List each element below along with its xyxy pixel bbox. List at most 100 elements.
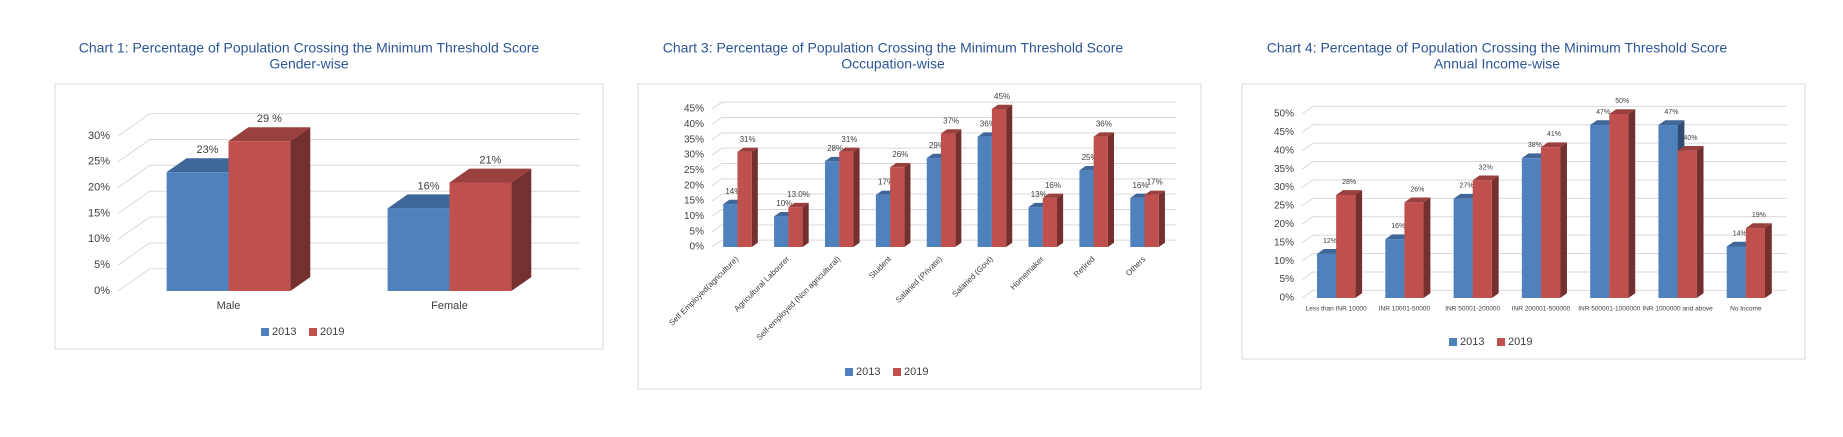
y-tick-label: 50% [1274,109,1294,120]
bar-side [853,147,860,247]
bar-front [1079,170,1094,247]
value-label: 38% [1528,142,1542,149]
bar-front [941,133,956,247]
bar-top [449,168,532,183]
x-tick-label: No Income [1730,306,1762,313]
bar [1745,223,1772,298]
value-label: 13.0% [787,190,810,199]
x-tick-label: Self Employed(agriculture) [667,254,740,327]
grid-line [711,101,1177,110]
bar-side [955,129,962,247]
chart-subtitle: Gender-wise [269,56,349,72]
bar-front [1093,136,1108,247]
chart-title: Chart 3: Percentage of Population Crossi… [663,40,1124,56]
bar [1677,146,1704,298]
value-label: 12% [1323,238,1337,245]
grid-line [711,162,1177,171]
value-label: 17% [1147,178,1163,187]
bar [449,168,532,291]
y-tick-label: 15% [1274,237,1294,248]
legend-swatch [309,328,317,336]
value-label: 40% [1684,135,1698,142]
x-tick-label: Salaried (Govt) [950,254,995,299]
bar-front [1677,150,1697,298]
bar [941,129,962,247]
bar-front [1521,158,1541,298]
value-label: 29% [929,141,945,150]
y-tick-label: 40% [684,119,704,130]
bar-top [1677,146,1704,151]
y-tick-label: 25% [684,165,704,176]
legend-swatch [1449,338,1457,346]
legend-label: 2013 [1460,336,1484,348]
x-tick-label: INR 1000000 and above [1642,306,1713,313]
value-label: 13% [1031,190,1047,199]
bar-front [723,204,738,247]
grid-line [711,116,1177,125]
bar-top [1042,193,1064,198]
y-tick-label: 30% [1274,182,1294,193]
legend-swatch [893,368,901,376]
value-label: 27% [1460,183,1474,190]
x-tick-label: Agricultural Labourer [732,254,791,313]
bar-front [1609,114,1629,298]
bar [788,202,809,247]
x-tick-label: INR 200001-500000 [1512,306,1571,313]
legend-swatch [1497,338,1505,346]
bar-front [926,158,941,247]
bar-front [1453,198,1473,298]
bar-front [1385,239,1405,298]
y-tick-label: 25% [88,156,110,168]
bar [1042,193,1064,247]
value-label: 28% [827,144,843,153]
bar-side [1423,197,1431,298]
bar-side [1057,193,1064,247]
y-tick-label: 5% [1280,274,1295,285]
bar [1404,197,1431,298]
bar-front [1541,147,1561,298]
y-tick-label: 35% [1274,164,1294,175]
grid-line [711,178,1177,187]
y-tick-label: 40% [1274,145,1294,156]
bar-front [387,208,450,291]
y-tick-label: 30% [88,130,110,142]
grid-line [117,113,580,137]
bar-top [166,158,249,173]
chart-title: Chart 1: Percentage of Population Crossi… [79,40,540,56]
bar-top [228,127,311,142]
bar [1144,190,1165,247]
bar-front [1144,194,1159,247]
grid-line [1301,124,1787,133]
value-label: 21% [479,154,501,166]
y-tick-label: 30% [684,150,704,161]
x-tick-label: INR 10001-50000 [1379,306,1431,313]
y-tick-label: 10% [1274,256,1294,267]
chart-panel [1241,83,1806,360]
bar-top [788,202,809,208]
x-tick-label: INR 50001-200000 [1445,306,1500,313]
grid-line [117,139,580,163]
bar-front [774,216,789,247]
bar [991,104,1013,247]
value-label: 29 % [257,113,282,125]
value-label: 16% [1045,181,1061,190]
x-tick-label: Others [1124,255,1147,278]
bar-side [751,147,758,247]
bar [1541,142,1567,298]
y-tick-label: 5% [94,259,110,271]
y-tick-label: 45% [1274,127,1294,138]
bar-front [1726,246,1746,298]
legend-swatch [261,328,269,336]
bar-front [1590,125,1610,298]
y-tick-label: 20% [88,182,110,194]
bar-front [737,151,752,247]
bar [1472,175,1499,298]
chart-title: Chart 4: Percentage of Population Crossi… [1267,40,1728,56]
bar-top [1541,142,1567,148]
grid-line [711,224,1177,233]
bar-side [290,127,311,291]
bar-front [166,172,229,291]
value-label: 16% [1132,181,1148,190]
bar-side [1628,109,1636,298]
